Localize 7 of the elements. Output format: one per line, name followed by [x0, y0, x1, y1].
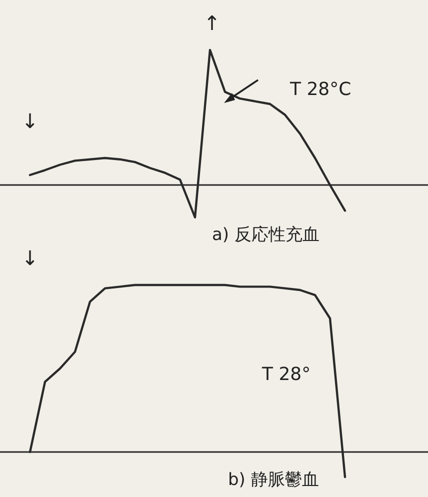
annotation: T 28°: [261, 364, 311, 385]
annotation: T 28°C: [289, 79, 352, 100]
annotation: b) 静脈鬱血: [228, 470, 319, 490]
text: ↓: [22, 246, 38, 270]
text: ↑: [204, 11, 220, 35]
text: a) 反応性充血: [212, 225, 320, 245]
annotation: ↓: [22, 109, 38, 133]
